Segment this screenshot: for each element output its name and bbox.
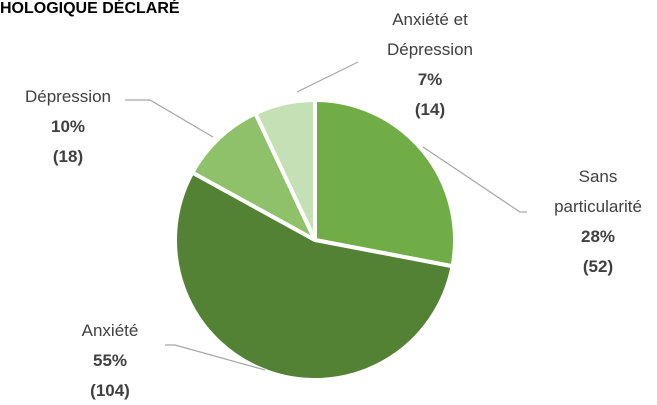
slice-label: Anxiété 55% (104) <box>55 316 165 405</box>
slice-percent: 55% <box>92 351 128 370</box>
leader-line <box>125 99 214 138</box>
leader-line <box>296 61 359 93</box>
pie-slice <box>173 170 455 382</box>
slice-name: Dépression <box>25 87 111 106</box>
slice-name: Sans particularité <box>554 167 642 216</box>
slice-count: (18) <box>52 147 84 166</box>
slice-label: Dépression 10% (18) <box>8 82 128 172</box>
slice-label: Sans particularité 28% (52) <box>543 162 653 282</box>
slice-count: (104) <box>90 381 130 400</box>
slice-count: (14) <box>414 100 446 119</box>
pie-slice <box>253 98 317 242</box>
slice-percent: 10% <box>50 117 86 136</box>
slice-name: Anxiété et Dépression <box>387 10 473 59</box>
pie-slice <box>313 98 457 269</box>
chart-title: HOLOGIQUE DÉCLARÉ <box>0 0 180 17</box>
slice-label: Anxiété et Dépression 7% (14) <box>365 5 495 125</box>
leader-line <box>422 146 527 213</box>
slice-name: Anxiété <box>81 321 139 340</box>
slice-count: (52) <box>582 257 614 276</box>
leader-line <box>165 344 266 371</box>
slice-percent: 28% <box>580 227 616 246</box>
slice-percent: 7% <box>417 70 443 89</box>
